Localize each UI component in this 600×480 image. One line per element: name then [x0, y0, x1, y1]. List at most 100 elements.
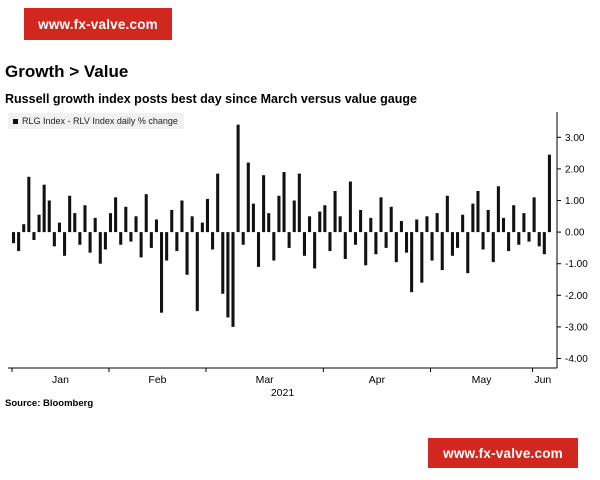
- bar: [369, 217, 373, 233]
- bar: [103, 232, 107, 250]
- y-tick-label: -1.00: [565, 259, 588, 270]
- bar: [98, 232, 102, 264]
- watermark-bottom-text: www.fx-valve.com: [443, 445, 563, 461]
- legend-marker-icon: [13, 118, 18, 124]
- bar: [139, 232, 143, 258]
- bar: [216, 173, 220, 233]
- bar: [262, 175, 266, 233]
- bar: [440, 232, 444, 271]
- bar: [491, 232, 495, 263]
- bar: [333, 191, 337, 233]
- bar: [277, 195, 281, 233]
- bar: [537, 232, 541, 247]
- bar: [338, 216, 342, 233]
- bar: [12, 232, 16, 244]
- x-tick-label: Mar: [256, 374, 275, 386]
- bar: [512, 205, 516, 233]
- bar: [256, 232, 261, 267]
- bar: [190, 216, 194, 233]
- bar: [160, 232, 164, 313]
- watermark-top-text: www.fx-valve.com: [38, 16, 158, 32]
- bar: [52, 232, 56, 247]
- bar: [532, 197, 536, 233]
- bar: [68, 195, 72, 233]
- bar: [450, 232, 454, 256]
- y-tick-label: -2.00: [565, 291, 588, 302]
- bar: [297, 173, 301, 233]
- bar: [32, 232, 36, 240]
- bar: [267, 213, 271, 233]
- y-tick-label: -3.00: [565, 322, 588, 333]
- bar: [205, 198, 209, 233]
- bar: [149, 232, 153, 248]
- bar: [175, 232, 179, 252]
- bar: [42, 184, 46, 233]
- bar: [522, 213, 526, 233]
- y-tick-label: 0.00: [565, 228, 585, 239]
- bar: [78, 232, 82, 245]
- bar: [241, 232, 245, 245]
- bar: [251, 203, 255, 233]
- bar: [144, 194, 148, 233]
- bar: [129, 232, 133, 242]
- bar: [272, 232, 276, 261]
- bar: [379, 197, 383, 233]
- watermark-top: www.fx-valve.com: [24, 8, 172, 40]
- bar: [364, 232, 368, 266]
- bar: [231, 232, 235, 327]
- bar: [154, 219, 158, 233]
- bar: [114, 197, 118, 233]
- bar: [308, 216, 312, 233]
- x-tick-label: Jan: [52, 374, 69, 386]
- bar: [425, 216, 429, 233]
- bar: [430, 232, 434, 261]
- bar: [236, 124, 240, 233]
- y-tick-label: 3.00: [565, 133, 585, 144]
- bar: [83, 205, 87, 233]
- source-label: Source: Bloomberg: [5, 398, 94, 409]
- y-tick-label: 1.00: [565, 196, 585, 207]
- y-tick-label: -4.00: [565, 354, 588, 365]
- bar: [57, 222, 61, 233]
- bar: [353, 232, 358, 245]
- year-label: 2021: [271, 387, 295, 399]
- bar: [481, 232, 485, 250]
- bar: [394, 232, 398, 263]
- bar: [359, 209, 363, 233]
- bar: [165, 232, 169, 261]
- bar: [211, 232, 215, 250]
- bar: [517, 232, 521, 245]
- bar: [323, 205, 327, 233]
- bar: [287, 232, 291, 248]
- bar: [37, 214, 41, 233]
- x-tick-label: May: [472, 374, 493, 386]
- bar: [88, 232, 92, 253]
- bar: [282, 172, 286, 233]
- bar: [328, 232, 332, 252]
- bar: [226, 232, 230, 318]
- bar: [415, 219, 419, 233]
- bar: [389, 206, 393, 233]
- y-tick-label: 2.00: [565, 164, 585, 175]
- bar: [17, 232, 21, 252]
- bar: [246, 162, 250, 233]
- bar: [119, 232, 123, 245]
- bar: [384, 232, 388, 248]
- bar: [185, 232, 189, 275]
- bar: [134, 216, 138, 233]
- bar: [435, 213, 439, 233]
- bar: [348, 181, 352, 233]
- bar: [27, 176, 31, 233]
- page-subtitle: Russell growth index posts best day sinc…: [5, 92, 417, 106]
- bar: [318, 211, 322, 233]
- bar: [501, 217, 506, 233]
- bar: [170, 209, 174, 233]
- bar: [374, 232, 378, 255]
- bar: [547, 154, 551, 233]
- x-tick-label: Feb: [148, 374, 166, 386]
- bar: [108, 213, 113, 233]
- watermark-bottom: www.fx-valve.com: [428, 438, 578, 468]
- bar: [343, 232, 347, 259]
- bar: [22, 224, 26, 233]
- bar: [313, 232, 317, 269]
